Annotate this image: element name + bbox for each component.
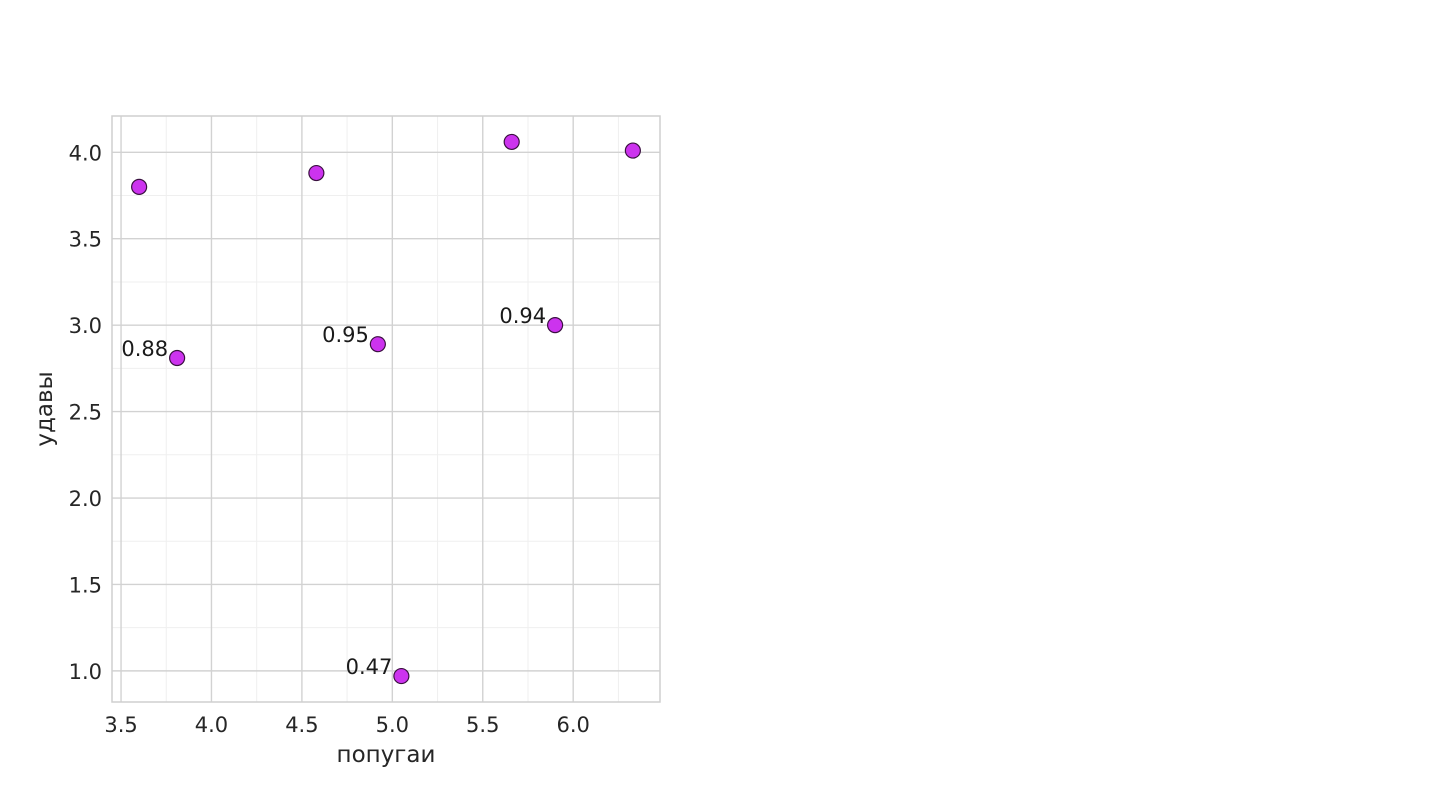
y-tick-label: 2.0 bbox=[69, 487, 102, 511]
plot-frame bbox=[111, 115, 661, 703]
point-value-label: 0.47 bbox=[346, 655, 393, 679]
y-tick-label: 2.5 bbox=[69, 401, 102, 425]
point-value-label: 0.94 bbox=[499, 304, 546, 328]
x-tick-label: 4.0 bbox=[195, 713, 228, 737]
y-tick-label: 1.5 bbox=[69, 573, 102, 597]
x-tick-label: 5.0 bbox=[376, 713, 409, 737]
x-tick-label: 5.5 bbox=[466, 713, 499, 737]
plot-background bbox=[112, 116, 660, 702]
y-tick-labels: 1.0 1.5 2.0 2.5 3.0 3.5 4.0 bbox=[69, 141, 102, 684]
point-value-label: 0.88 bbox=[121, 337, 168, 361]
x-tick-label: 6.0 bbox=[556, 713, 589, 737]
scatter-point bbox=[503, 133, 520, 151]
x-tick-label: 3.5 bbox=[104, 713, 137, 737]
x-tick-label: 4.5 bbox=[285, 713, 318, 737]
major-gridlines bbox=[112, 116, 660, 702]
y-tick-label: 4.0 bbox=[69, 141, 102, 165]
y-tick-label: 3.5 bbox=[69, 228, 102, 252]
point-labels: 0.88 0.95 0.47 0.94 bbox=[121, 304, 546, 679]
scatter-point bbox=[624, 142, 641, 159]
data-points bbox=[131, 133, 641, 685]
x-axis-label: попугаи bbox=[337, 742, 436, 768]
y-axis-label: удавы bbox=[32, 371, 58, 446]
scatter-point bbox=[169, 349, 186, 367]
scatter-point bbox=[547, 317, 564, 334]
scatter-point bbox=[308, 164, 325, 182]
y-tick-label: 3.0 bbox=[69, 314, 102, 338]
minor-gridlines bbox=[112, 116, 660, 702]
scatter-point bbox=[131, 178, 148, 195]
x-tick-labels: 3.5 4.0 4.5 5.0 5.5 6.0 bbox=[104, 713, 590, 737]
point-value-label: 0.95 bbox=[322, 323, 369, 347]
scatter-point bbox=[369, 336, 386, 353]
y-tick-label: 1.0 bbox=[69, 660, 102, 684]
scatter-point bbox=[393, 667, 410, 685]
